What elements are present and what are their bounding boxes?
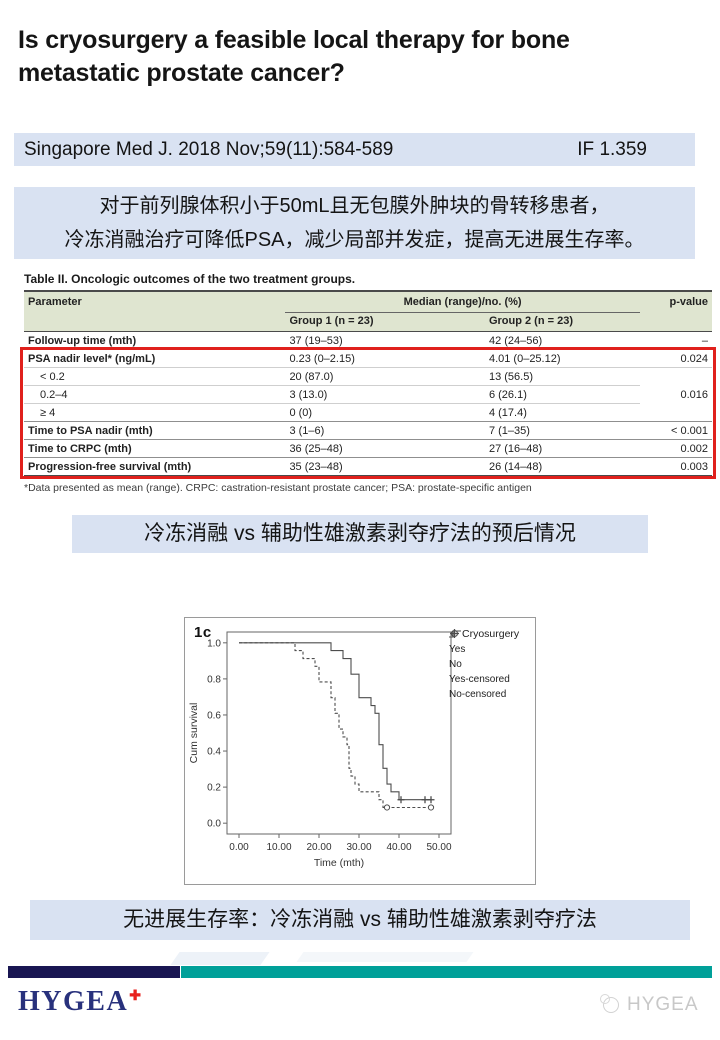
- table-row: 0.2–4 3 (13.0) 6 (26.1): [24, 385, 712, 404]
- table-cell: < 0.001: [639, 421, 712, 440]
- svg-text:Cum survival: Cum survival: [188, 703, 200, 764]
- legend-label: No-censored: [449, 689, 507, 700]
- table-cell: ≥ 4: [24, 403, 286, 422]
- oncologic-table-body: Follow-up time (mth) 37 (19–53) 42 (24–56)…: [24, 331, 712, 476]
- table-cell: 0.2–4: [24, 385, 286, 404]
- table-cell: Time to CRPC (mth): [24, 439, 286, 458]
- table-row: PSA nadir level* (ng/mL) 0.23 (0–2.15) 4.0…: [24, 349, 712, 368]
- column-header-group1: Group 1 (n = 23): [285, 312, 485, 332]
- table-cell: 0 (0): [285, 403, 485, 422]
- table-cell: PSA nadir level* (ng/mL): [24, 349, 286, 368]
- svg-text:20.00: 20.00: [306, 842, 331, 853]
- legend-item: No: [449, 630, 535, 672]
- table-cell: Progression-free survival (mth): [24, 457, 286, 476]
- red-cross-icon: ✚: [129, 988, 141, 1004]
- summary-line-1: 对于前列腺体积小于50mL且无包膜外肿块的骨转移患者，: [99, 195, 610, 217]
- figure-label: 1c: [194, 624, 212, 641]
- column-header-group2: Group 2 (n = 23): [484, 312, 640, 332]
- footer-decoration: [170, 952, 270, 965]
- table-row: Follow-up time (mth) 37 (19–53) 42 (24–56)…: [24, 331, 712, 350]
- svg-text:1.0: 1.0: [207, 638, 221, 649]
- legend-entries: Yes No Yes-censored No-censored: [449, 629, 535, 702]
- table-cell: –: [639, 331, 712, 350]
- column-header-median: Median (range)/no. (%): [285, 291, 640, 313]
- svg-text:0.4: 0.4: [207, 747, 221, 758]
- table-row: < 0.2 20 (87.0) 13 (56.5) 0.016: [24, 367, 712, 422]
- table-cell: 0.024: [639, 349, 712, 368]
- table-subheader-row: Group 1 (n = 23) Group 2 (n = 23): [24, 312, 712, 332]
- table-cell: 27 (16–48): [484, 439, 640, 458]
- oncologic-outcomes-table: Parameter Median (range)/no. (%) p-value…: [24, 290, 712, 477]
- table-cell: 3 (1–6): [285, 421, 485, 440]
- svg-text:0.00: 0.00: [229, 842, 249, 853]
- svg-text:50.00: 50.00: [426, 842, 451, 853]
- table-cell: 3 (13.0): [285, 385, 485, 404]
- table-cell: 0.23 (0–2.15): [285, 349, 485, 368]
- svg-text:0.6: 0.6: [207, 710, 221, 721]
- column-header-pvalue: p-value: [639, 291, 712, 332]
- hygea-logo-text: HYGEA: [18, 986, 129, 1017]
- km-plot-svg: 0.0 0.2 0.4 0.6 0.8 1.0 0.00 10.00 20.00 30.00 40.…: [188, 631, 452, 869]
- caption-survival: 无进展生存率：冷冻消融 vs 辅助性雄激素剥夺疗法: [30, 900, 690, 940]
- page-title: Is cryosurgery a feasible local therapy …: [18, 26, 570, 87]
- svg-text:30.00: 30.00: [346, 842, 371, 853]
- table-cell: 36 (25–48): [285, 439, 485, 458]
- table-cell: 42 (24–56): [484, 331, 640, 350]
- legend-label: Yes: [449, 644, 466, 655]
- table-wrap: Table II. Oncologic outcomes of the two …: [20, 272, 716, 494]
- table-row: Progression-free survival (mth) 35 (23–48…: [24, 457, 712, 476]
- legend-label: Yes-censored: [449, 674, 510, 685]
- table-cell: 4 (17.4): [484, 403, 640, 422]
- table-title: Table II. Oncologic outcomes of the two …: [24, 272, 356, 286]
- table-header-row: Parameter Median (range)/no. (%) p-value: [24, 291, 712, 332]
- table-cell: Time to PSA nadir (mth): [24, 421, 286, 440]
- table-cell: 13 (56.5): [484, 367, 640, 386]
- table-cell: 26 (14–48): [484, 457, 640, 476]
- table-row: Time to PSA nadir (mth) 3 (1–6) 7 (1–35) < …: [24, 421, 712, 440]
- legend-label: No: [449, 659, 462, 670]
- svg-text:Time (mth): Time (mth): [314, 857, 364, 869]
- svg-text:10.00: 10.00: [266, 842, 291, 853]
- svg-text:0.8: 0.8: [207, 674, 221, 685]
- column-header-parameter: Parameter: [24, 291, 286, 332]
- watermark-text: HYGEA: [627, 994, 699, 1015]
- legend-item: No-censored: [449, 629, 535, 702]
- footer-bar-teal: [181, 966, 712, 978]
- svg-text:0.2: 0.2: [207, 783, 221, 794]
- legend-title: Cryosurgery: [462, 628, 520, 640]
- legend-item: Yes-censored: [449, 629, 535, 687]
- legend-item: Yes: [449, 630, 535, 657]
- svg-text:40.00: 40.00: [386, 842, 411, 853]
- table-cell: 6 (26.1): [484, 385, 640, 404]
- footer-decoration: [296, 952, 474, 962]
- table-cell: 7 (1–35): [484, 421, 640, 440]
- summary-block: 对于前列腺体积小于50mL且无包膜外肿块的骨转移患者， 冷冻消融治疗可降低PSA…: [14, 187, 695, 259]
- caption-outcomes: 冷冻消融 vs 辅助性雄激素剥夺疗法的预后情况: [72, 515, 648, 553]
- watermark-logo-icon: [600, 994, 622, 1016]
- table-cell: 35 (23–48): [285, 457, 485, 476]
- circle-icon: [450, 629, 459, 638]
- table-cell: 20 (87.0): [285, 367, 485, 386]
- watermark: HYGEA: [600, 994, 699, 1016]
- citation-text: Singapore Med J. 2018 Nov;59(11):584-589: [24, 138, 394, 160]
- table-cell: 0.016: [639, 367, 712, 422]
- hygea-logo: HYGEA✚: [18, 986, 141, 1018]
- impact-factor: IF 1.359: [577, 138, 647, 160]
- footer-bar-navy: [8, 966, 180, 978]
- table-cell: 0.002: [639, 439, 712, 458]
- summary-line-2: 冷冻消融治疗可降低PSA，减少局部并发症，提高无进展生存率。: [64, 229, 645, 251]
- citation-bar: Singapore Med J. 2018 Nov;59(11):584-589…: [14, 133, 695, 166]
- km-figure: 0.0 0.2 0.4 0.6 0.8 1.0 0.00 10.00 20.00 30.00 40.…: [184, 617, 536, 885]
- table-cell: 4.01 (0–25.12): [484, 349, 640, 368]
- table-row: Time to CRPC (mth) 36 (25–48) 27 (16–48) 0.…: [24, 439, 712, 458]
- table-footnote: *Data presented as mean (range). CRPC: c…: [24, 482, 532, 494]
- table-cell: 0.003: [639, 457, 712, 476]
- table-cell: < 0.2: [24, 367, 286, 386]
- km-legend: Cryosurgery Yes No Yes-censored No-censored: [449, 628, 535, 702]
- table-cell: 37 (19–53): [285, 331, 485, 350]
- svg-text:0.0: 0.0: [207, 819, 221, 830]
- table-cell: Follow-up time (mth): [24, 331, 286, 350]
